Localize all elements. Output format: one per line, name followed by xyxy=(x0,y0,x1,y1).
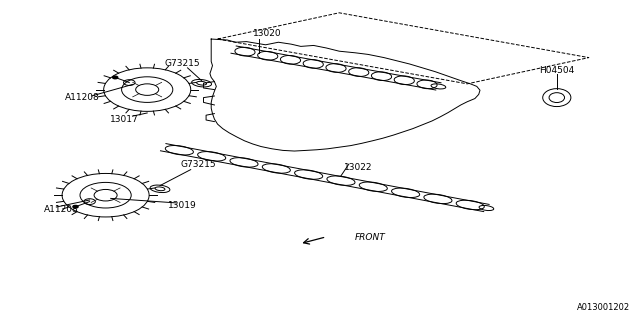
Text: FRONT: FRONT xyxy=(355,233,386,242)
Text: G73215: G73215 xyxy=(164,60,200,68)
Text: 13017: 13017 xyxy=(111,116,139,124)
Text: 13019: 13019 xyxy=(168,201,196,210)
Text: A11208: A11208 xyxy=(65,93,99,102)
Circle shape xyxy=(73,205,78,208)
Text: G73215: G73215 xyxy=(180,160,216,169)
Text: 13020: 13020 xyxy=(253,29,282,38)
Circle shape xyxy=(113,76,118,79)
Text: A013001202: A013001202 xyxy=(577,303,630,312)
Text: 13022: 13022 xyxy=(344,164,372,172)
Text: H04504: H04504 xyxy=(539,66,575,75)
Text: A11208: A11208 xyxy=(44,205,78,214)
